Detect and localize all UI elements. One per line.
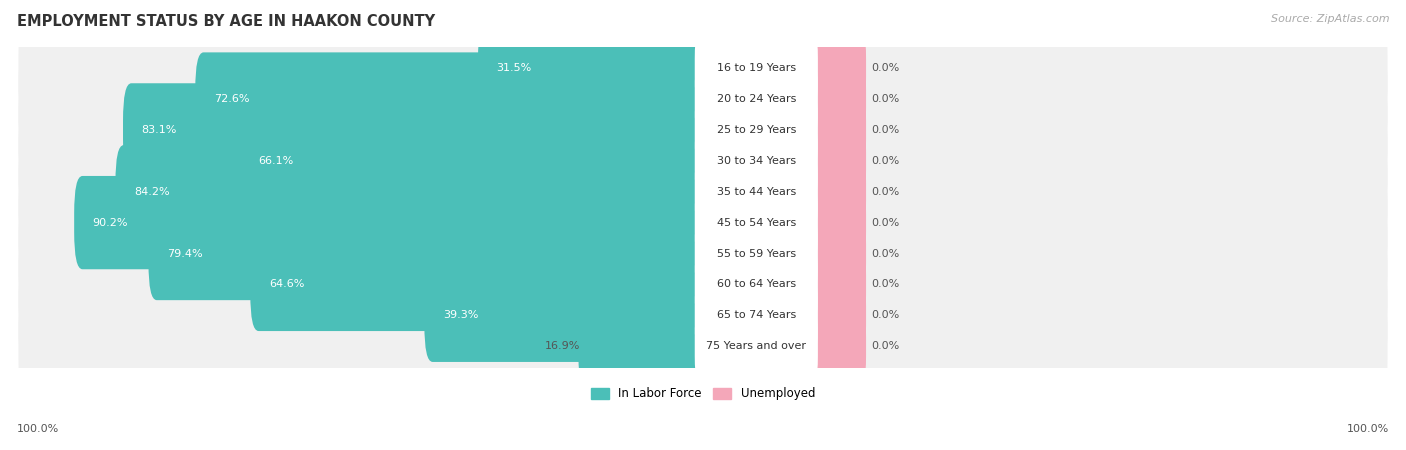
FancyBboxPatch shape (801, 145, 866, 238)
FancyBboxPatch shape (149, 207, 711, 300)
FancyBboxPatch shape (18, 10, 1388, 126)
FancyBboxPatch shape (801, 52, 866, 146)
FancyBboxPatch shape (18, 257, 1388, 374)
Text: 20 to 24 Years: 20 to 24 Years (717, 94, 796, 104)
Text: 0.0%: 0.0% (872, 218, 900, 228)
Text: 0.0%: 0.0% (872, 310, 900, 320)
Text: 16 to 19 Years: 16 to 19 Years (717, 63, 796, 73)
FancyBboxPatch shape (478, 22, 711, 115)
FancyBboxPatch shape (695, 83, 818, 176)
FancyBboxPatch shape (801, 269, 866, 362)
FancyBboxPatch shape (801, 176, 866, 269)
FancyBboxPatch shape (695, 22, 818, 115)
Text: 16.9%: 16.9% (544, 341, 579, 351)
FancyBboxPatch shape (695, 52, 818, 146)
FancyBboxPatch shape (695, 300, 818, 393)
Text: 75 Years and over: 75 Years and over (706, 341, 806, 351)
Text: 72.6%: 72.6% (214, 94, 249, 104)
Text: 45 to 54 Years: 45 to 54 Years (717, 218, 796, 228)
Text: Source: ZipAtlas.com: Source: ZipAtlas.com (1271, 14, 1389, 23)
FancyBboxPatch shape (801, 207, 866, 300)
FancyBboxPatch shape (18, 288, 1388, 405)
Legend: In Labor Force, Unemployed: In Labor Force, Unemployed (591, 387, 815, 400)
FancyBboxPatch shape (695, 145, 818, 238)
FancyBboxPatch shape (695, 207, 818, 300)
FancyBboxPatch shape (18, 226, 1388, 343)
FancyBboxPatch shape (250, 238, 711, 331)
FancyBboxPatch shape (425, 269, 711, 362)
FancyBboxPatch shape (695, 269, 818, 362)
FancyBboxPatch shape (18, 133, 1388, 250)
FancyBboxPatch shape (695, 176, 818, 269)
FancyBboxPatch shape (18, 103, 1388, 219)
Text: 0.0%: 0.0% (872, 248, 900, 258)
Text: 0.0%: 0.0% (872, 94, 900, 104)
Text: 25 to 29 Years: 25 to 29 Years (717, 125, 796, 135)
FancyBboxPatch shape (801, 300, 866, 393)
FancyBboxPatch shape (75, 176, 711, 269)
Text: 0.0%: 0.0% (872, 156, 900, 166)
Text: 55 to 59 Years: 55 to 59 Years (717, 248, 796, 258)
Text: 39.3%: 39.3% (443, 310, 478, 320)
FancyBboxPatch shape (695, 238, 818, 331)
Text: 0.0%: 0.0% (872, 279, 900, 289)
Text: 90.2%: 90.2% (93, 218, 128, 228)
Text: 84.2%: 84.2% (134, 187, 170, 197)
Text: 0.0%: 0.0% (872, 125, 900, 135)
FancyBboxPatch shape (115, 145, 711, 238)
Text: 64.6%: 64.6% (269, 279, 304, 289)
FancyBboxPatch shape (801, 83, 866, 176)
Text: 30 to 34 Years: 30 to 34 Years (717, 156, 796, 166)
FancyBboxPatch shape (195, 52, 711, 146)
FancyBboxPatch shape (18, 72, 1388, 188)
Text: EMPLOYMENT STATUS BY AGE IN HAAKON COUNTY: EMPLOYMENT STATUS BY AGE IN HAAKON COUNT… (17, 14, 434, 28)
FancyBboxPatch shape (695, 114, 818, 207)
FancyBboxPatch shape (801, 238, 866, 331)
Text: 60 to 64 Years: 60 to 64 Years (717, 279, 796, 289)
Text: 100.0%: 100.0% (1347, 424, 1389, 434)
Text: 35 to 44 Years: 35 to 44 Years (717, 187, 796, 197)
FancyBboxPatch shape (18, 40, 1388, 158)
Text: 79.4%: 79.4% (167, 248, 202, 258)
Text: 83.1%: 83.1% (142, 125, 177, 135)
FancyBboxPatch shape (578, 300, 711, 393)
FancyBboxPatch shape (122, 83, 711, 176)
Text: 31.5%: 31.5% (496, 63, 531, 73)
FancyBboxPatch shape (801, 22, 866, 115)
Text: 0.0%: 0.0% (872, 187, 900, 197)
Text: 65 to 74 Years: 65 to 74 Years (717, 310, 796, 320)
FancyBboxPatch shape (18, 195, 1388, 312)
FancyBboxPatch shape (240, 114, 711, 207)
Text: 100.0%: 100.0% (17, 424, 59, 434)
Text: 0.0%: 0.0% (872, 341, 900, 351)
Text: 0.0%: 0.0% (872, 63, 900, 73)
Text: 66.1%: 66.1% (259, 156, 294, 166)
FancyBboxPatch shape (801, 114, 866, 207)
FancyBboxPatch shape (18, 164, 1388, 281)
